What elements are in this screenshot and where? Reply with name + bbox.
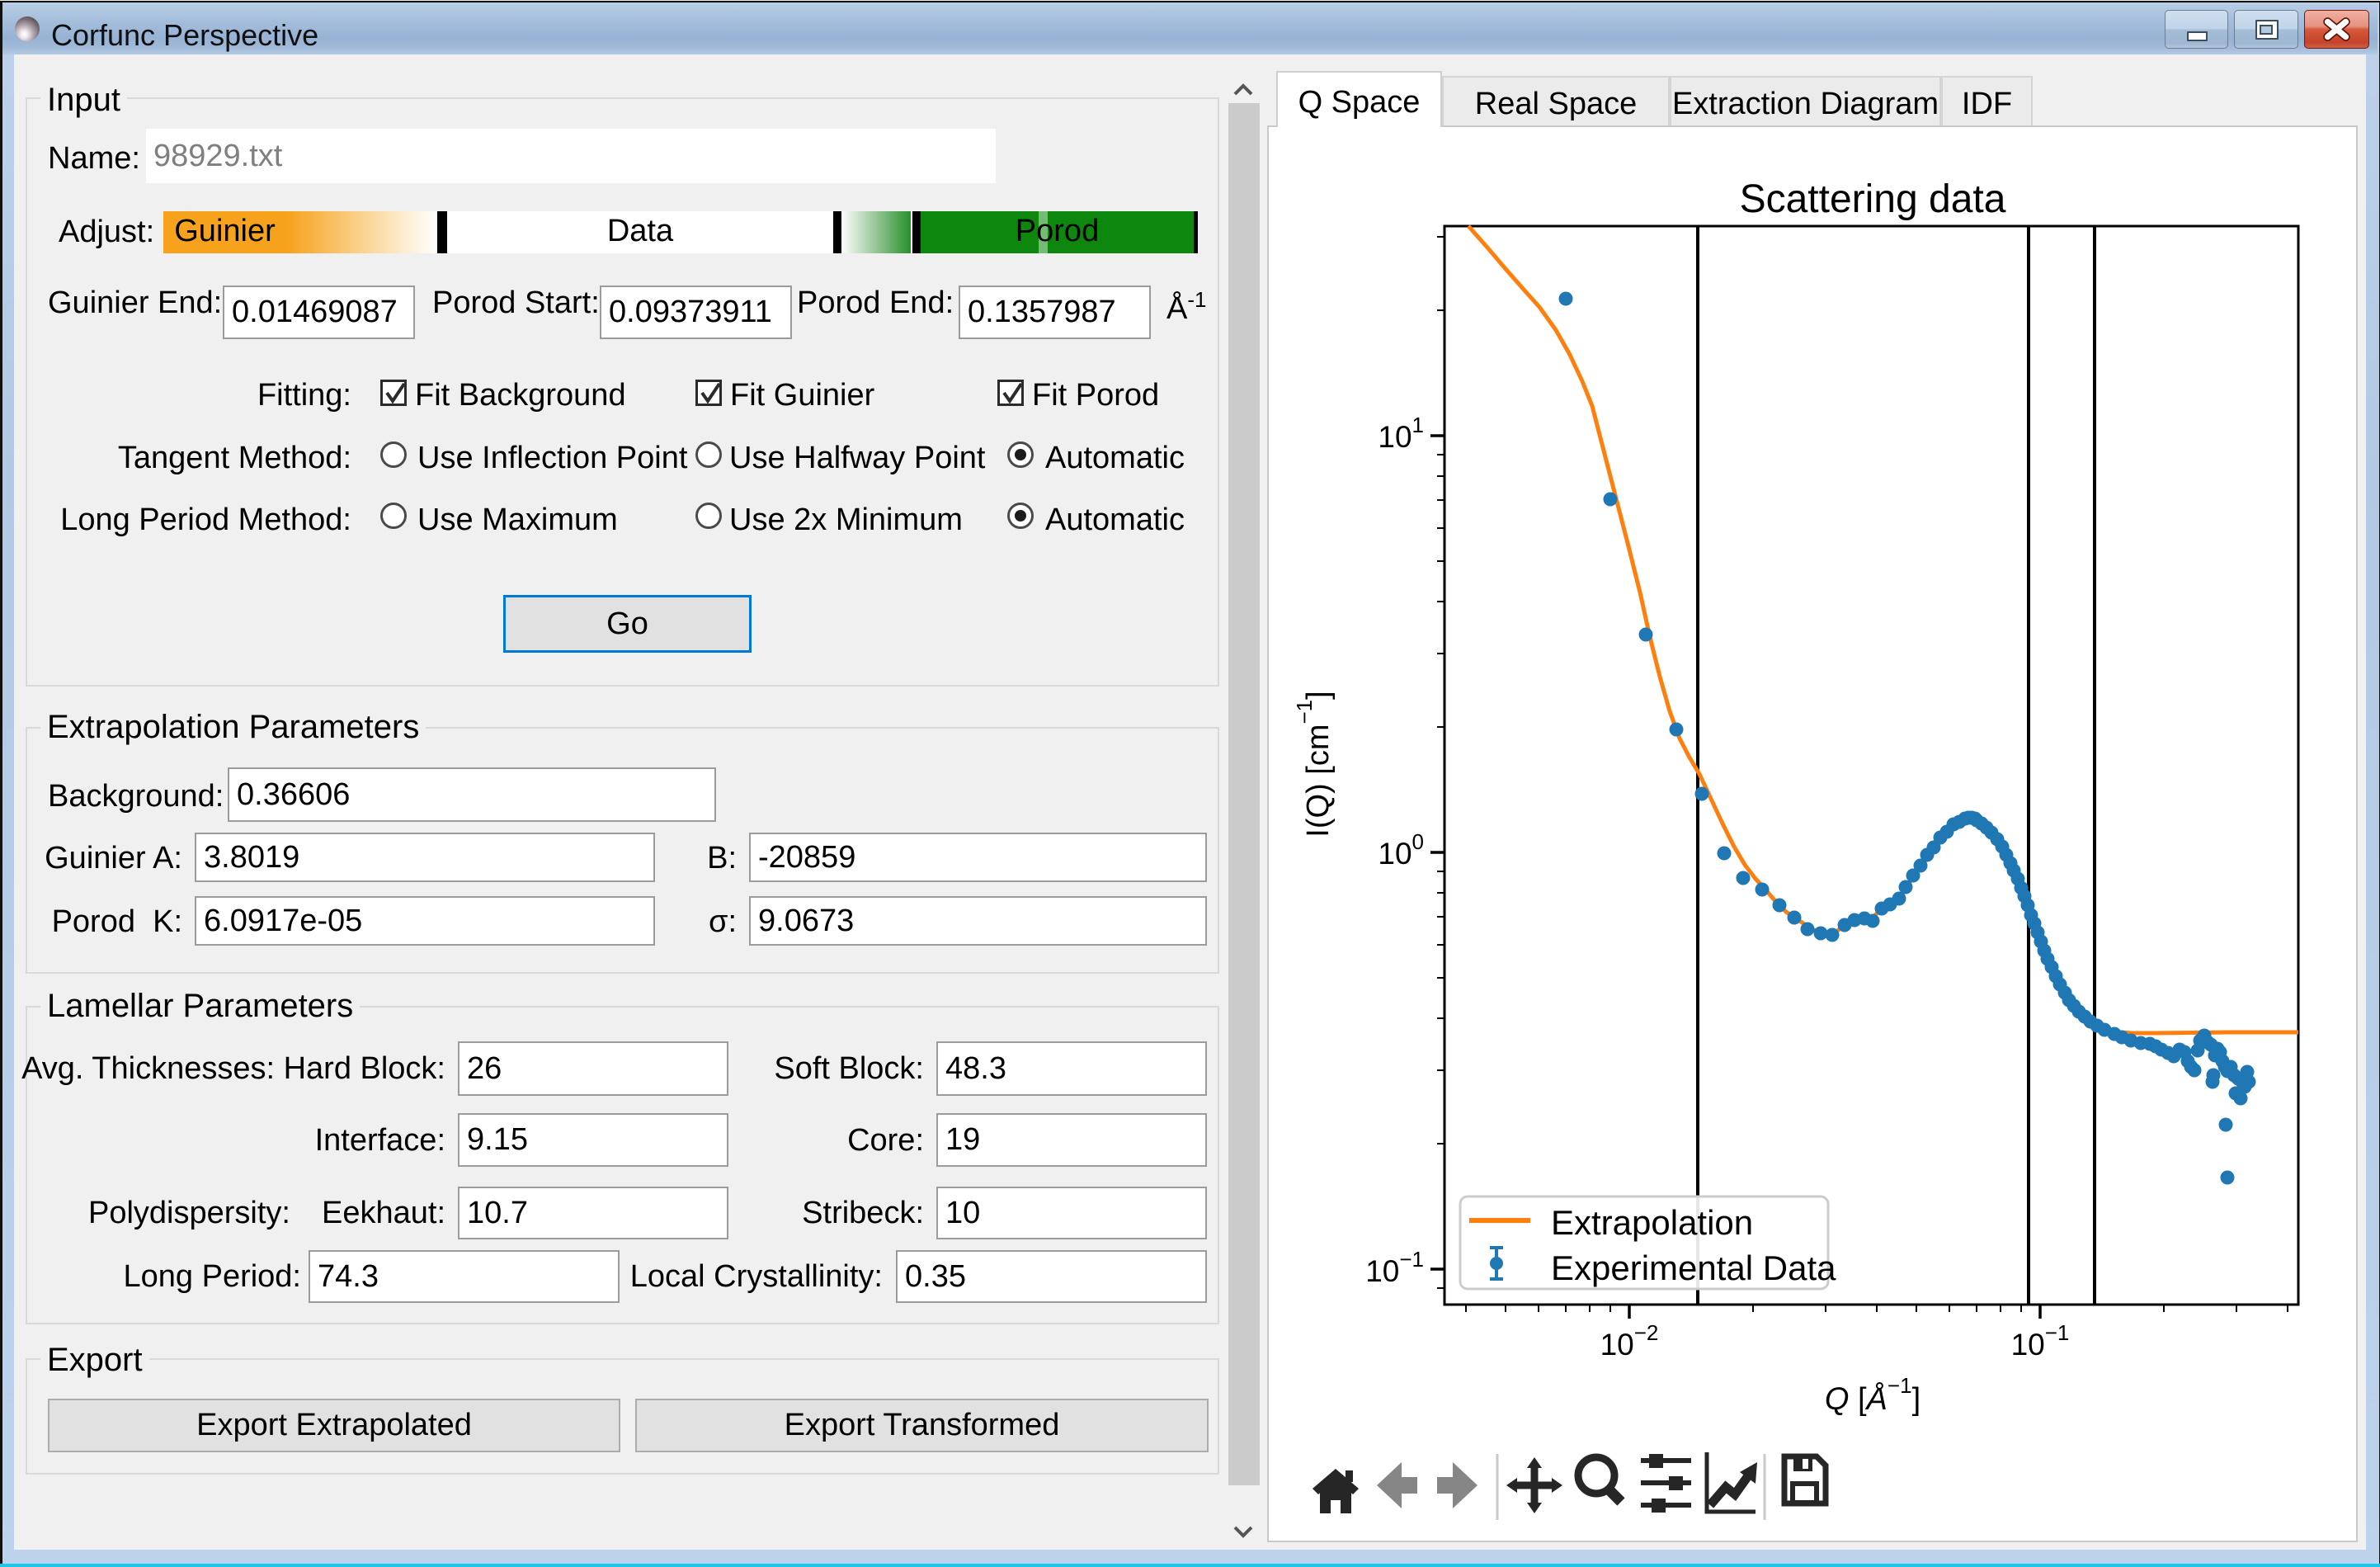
svg-text:I(Q) [cm−1]: I(Q) [cm−1] xyxy=(1292,691,1336,837)
svg-text:10−2: 10−2 xyxy=(1600,1320,1659,1362)
svg-text:10−1: 10−1 xyxy=(2011,1320,2070,1362)
svg-text:Extrapolation: Extrapolation xyxy=(1551,1203,1753,1242)
svg-text:Q [Å−1]: Q [Å−1] xyxy=(1825,1373,1920,1417)
svg-text:101: 101 xyxy=(1378,413,1424,454)
svg-text:10−1: 10−1 xyxy=(1365,1247,1424,1288)
svg-text:Experimental Data: Experimental Data xyxy=(1551,1248,1836,1287)
svg-text:100: 100 xyxy=(1378,829,1424,871)
svg-text:Scattering data: Scattering data xyxy=(1740,177,2006,221)
